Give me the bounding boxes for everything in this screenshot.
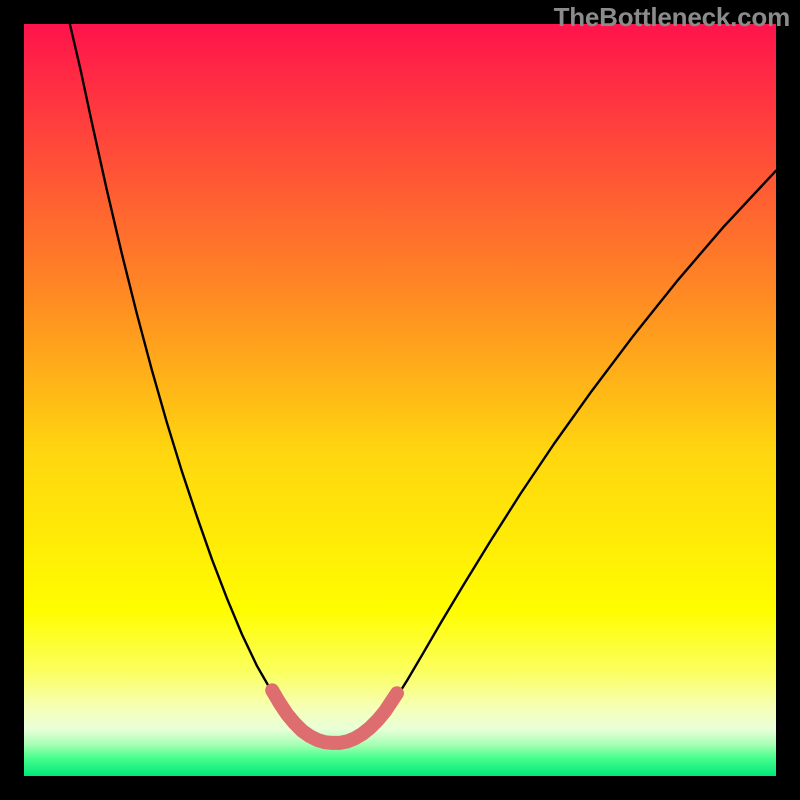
plot-area: [24, 24, 776, 776]
watermark-text: TheBottleneck.com: [554, 2, 790, 33]
